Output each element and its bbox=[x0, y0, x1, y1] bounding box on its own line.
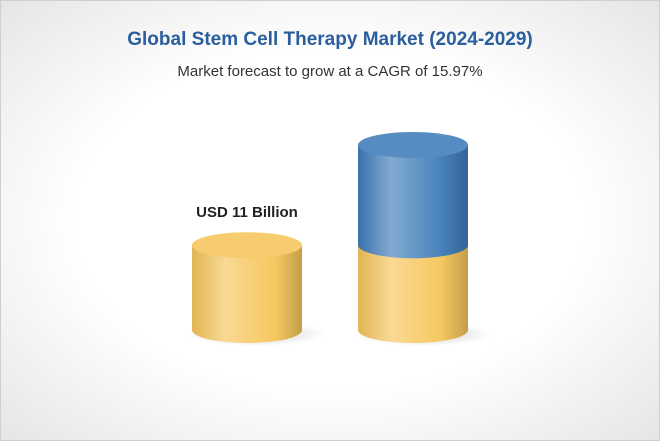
cylinder-segment bbox=[358, 145, 468, 259]
cylinder-segment bbox=[358, 245, 468, 343]
cylinder-top bbox=[192, 232, 302, 259]
chart-title: Global Stem Cell Therapy Market (2024-20… bbox=[127, 29, 533, 50]
cylinder-segment bbox=[192, 245, 302, 343]
cylinder-top bbox=[358, 132, 468, 158]
value-label: USD 11 Billion bbox=[196, 204, 298, 221]
chart-subtitle: Market forecast to grow at a CAGR of 15.… bbox=[177, 63, 482, 80]
